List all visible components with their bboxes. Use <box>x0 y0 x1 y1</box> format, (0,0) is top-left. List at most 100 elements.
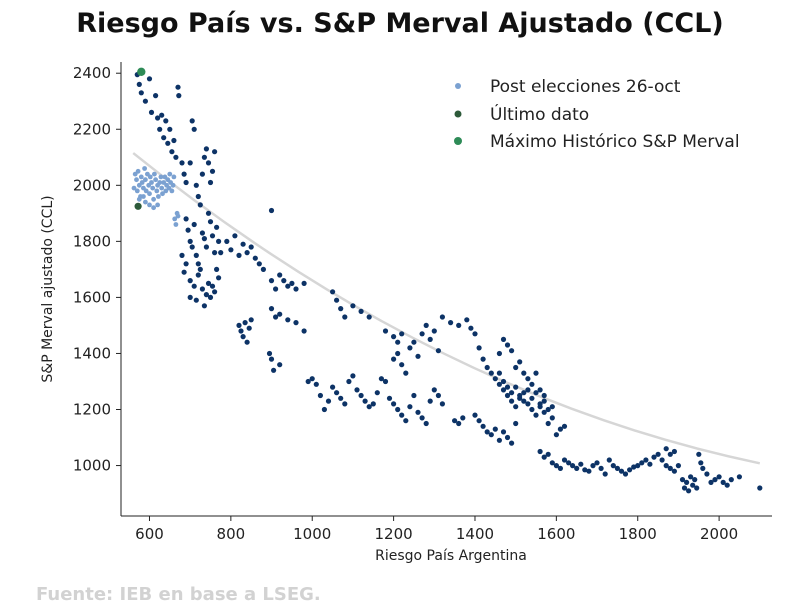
post-election-point <box>134 177 139 183</box>
post-election-point <box>167 171 173 177</box>
historical-point <box>529 406 535 413</box>
historical-point <box>271 367 277 373</box>
historical-point <box>427 398 433 404</box>
last-point <box>134 202 142 210</box>
post-election-point <box>156 194 161 199</box>
historical-point <box>403 370 409 376</box>
historical-point <box>138 90 144 96</box>
historical-point <box>431 328 437 334</box>
historical-point <box>205 280 212 286</box>
x-tick-label: 1400 <box>456 525 494 543</box>
historical-point <box>382 378 389 385</box>
historical-point <box>667 451 673 457</box>
historical-point <box>248 317 254 323</box>
historical-point <box>513 384 519 390</box>
historical-point <box>209 168 216 174</box>
historical-point <box>246 325 252 331</box>
historical-point <box>496 370 502 376</box>
historical-point <box>549 404 555 410</box>
axes <box>120 62 772 517</box>
historical-point <box>472 412 478 418</box>
historical-point <box>191 283 197 289</box>
historical-point <box>362 398 368 404</box>
historical-point <box>191 221 197 228</box>
post-election-point <box>155 202 161 208</box>
historical-point <box>614 465 621 471</box>
historical-point <box>313 381 319 387</box>
historical-point <box>557 426 564 432</box>
historical-point <box>277 362 283 368</box>
historical-point <box>460 415 466 421</box>
historical-point <box>496 350 502 357</box>
historical-point <box>500 387 507 393</box>
historical-point <box>549 460 555 466</box>
historical-point <box>285 317 291 323</box>
historical-point <box>557 465 564 471</box>
historical-point <box>566 460 572 466</box>
post-election-point <box>142 166 148 171</box>
post-election-point <box>136 196 142 202</box>
historical-point <box>212 149 218 155</box>
x-tick-label: 1600 <box>537 525 575 543</box>
historical-point <box>201 236 207 242</box>
historical-point <box>136 81 142 87</box>
trend-layer <box>132 152 761 465</box>
historical-point <box>720 479 726 485</box>
post-election-point <box>157 180 163 185</box>
historical-point <box>187 294 193 300</box>
historical-point <box>179 252 185 258</box>
historical-point <box>165 140 171 146</box>
historical-point <box>464 317 470 323</box>
historical-point <box>277 272 283 278</box>
historical-point <box>378 376 384 382</box>
legend-marker-max <box>454 137 462 145</box>
historical-point <box>675 463 682 469</box>
historical-point <box>545 420 551 427</box>
historical-point <box>321 406 327 413</box>
historical-point <box>342 401 348 407</box>
post-election-point <box>163 188 169 194</box>
historical-point <box>260 266 266 272</box>
historical-point <box>207 179 214 186</box>
historical-point <box>631 464 637 470</box>
historical-point <box>492 426 498 432</box>
historical-point <box>301 280 307 286</box>
historical-point <box>228 247 234 253</box>
historical-point <box>212 250 218 256</box>
post-election-point <box>171 174 177 180</box>
historical-point <box>244 339 250 345</box>
post-election-point <box>147 174 153 180</box>
historical-point <box>492 376 498 382</box>
historical-point <box>301 328 307 334</box>
historical-point <box>242 320 248 326</box>
historical-point <box>153 93 159 99</box>
historical-point <box>419 331 425 337</box>
historical-point <box>167 126 173 132</box>
historical-point <box>590 463 596 469</box>
historical-point <box>407 404 413 410</box>
historical-point <box>391 401 397 407</box>
historical-point <box>395 350 401 357</box>
historical-point <box>696 451 702 457</box>
x-tick-label: 1200 <box>375 525 413 543</box>
historical-point <box>594 460 600 466</box>
post-election-point <box>139 180 145 185</box>
post-election-point <box>172 216 178 222</box>
historical-point <box>574 465 580 471</box>
points-layer <box>131 67 763 494</box>
historical-point <box>513 404 519 410</box>
historical-point <box>273 286 279 292</box>
historical-point <box>533 390 539 396</box>
historical-point <box>411 392 417 399</box>
historical-point <box>435 348 441 354</box>
historical-point <box>205 210 212 216</box>
historical-point <box>187 238 193 244</box>
historical-point <box>415 353 421 359</box>
historical-point <box>191 126 197 132</box>
historical-point <box>403 418 409 424</box>
historical-point <box>216 238 222 244</box>
historical-point <box>681 485 688 491</box>
historical-point <box>358 392 364 399</box>
historical-point <box>142 98 148 104</box>
